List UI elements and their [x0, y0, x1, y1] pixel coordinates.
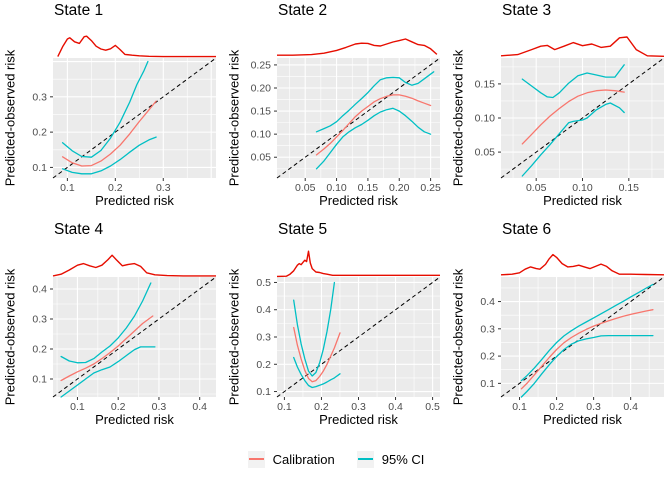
- plot-area: 0.1 0.1 0.2 0.2 0.3 0.3 0.4 0.4: [480, 253, 665, 413]
- svg-text:0.1: 0.1: [60, 182, 75, 194]
- x-axis-label: Predicted risk: [319, 193, 398, 208]
- svg-text:0.2: 0.2: [32, 344, 47, 356]
- svg-text:0.1: 0.1: [512, 401, 527, 413]
- svg-text:0.5: 0.5: [256, 277, 271, 289]
- svg-text:0.2: 0.2: [549, 401, 564, 413]
- svg-text:0.1: 0.1: [32, 374, 47, 386]
- svg-text:0.4: 0.4: [192, 401, 207, 413]
- panel-title: State 3: [502, 2, 552, 19]
- svg-text:0.4: 0.4: [388, 401, 403, 413]
- svg-text:0.05: 0.05: [526, 182, 547, 194]
- panel-state-5: State 5 Predicted-observed risk 0.1 0.1 0.…: [224, 219, 448, 438]
- svg-text:0.2: 0.2: [108, 182, 123, 194]
- plot-area: 0.05 0.05 0.10 0.10 0.15 0.15 0.20 0.20 0.25 0.25: [251, 38, 441, 194]
- plot-area: 0.05 0.05 0.10 0.10 0.15 0.15: [475, 36, 665, 194]
- plot-area: 0.1 0.1 0.2 0.2 0.3 0.3: [32, 35, 217, 194]
- panel-state-6: State 6 Predicted-observed risk 0.1 0.1 0.…: [448, 219, 672, 438]
- svg-text:0.3: 0.3: [156, 182, 171, 194]
- svg-text:0.10: 0.10: [475, 113, 496, 125]
- svg-text:0.2: 0.2: [32, 127, 47, 139]
- panel-state-2: State 2 Predicted-observed risk 0.05 0.05…: [224, 0, 448, 219]
- panel-title: State 4: [54, 221, 104, 238]
- svg-text:0.05: 0.05: [475, 147, 496, 159]
- svg-text:0.3: 0.3: [586, 401, 601, 413]
- panel-grid: State 1 Predicted-observed risk 0.1 0.1 0.…: [0, 0, 672, 438]
- svg-text:0.1: 0.1: [277, 401, 292, 413]
- svg-text:0.15: 0.15: [251, 106, 272, 118]
- panel-state-3: State 3 Predicted-observed risk 0.05 0.05…: [448, 0, 672, 219]
- svg-text:0.3: 0.3: [32, 314, 47, 326]
- x-axis-label: Predicted risk: [543, 412, 622, 427]
- svg-text:0.20: 0.20: [389, 182, 410, 194]
- svg-text:0.3: 0.3: [256, 332, 271, 344]
- legend-key-calibration: [247, 450, 265, 468]
- legend-label: 95% CI: [381, 451, 425, 467]
- svg-text:0.4: 0.4: [480, 296, 495, 308]
- legend-label: Calibration: [272, 451, 335, 467]
- svg-text:0.05: 0.05: [295, 182, 316, 194]
- ci-line-swatch: [357, 458, 373, 460]
- svg-text:0.2: 0.2: [314, 401, 329, 413]
- svg-text:0.5: 0.5: [425, 401, 440, 413]
- x-axis-label: Predicted risk: [95, 193, 174, 208]
- panel-title: State 2: [278, 2, 328, 19]
- svg-text:0.1: 0.1: [32, 162, 47, 174]
- x-axis-label: Predicted risk: [95, 412, 174, 427]
- legend-item-95ci: 95% CI: [356, 450, 425, 468]
- svg-text:0.4: 0.4: [623, 401, 638, 413]
- svg-text:0.3: 0.3: [32, 91, 47, 103]
- svg-text:0.1: 0.1: [480, 378, 495, 390]
- svg-text:0.20: 0.20: [251, 83, 272, 95]
- svg-text:0.2: 0.2: [111, 401, 126, 413]
- x-axis-label: Predicted risk: [543, 193, 622, 208]
- svg-text:0.25: 0.25: [420, 182, 441, 194]
- calibration-line-swatch: [248, 458, 264, 460]
- x-axis-label: Predicted risk: [319, 412, 398, 427]
- legend-key-95ci: [356, 450, 374, 468]
- panel-title: State 1: [54, 2, 104, 19]
- svg-text:0.2: 0.2: [256, 359, 271, 371]
- svg-text:0.25: 0.25: [251, 59, 272, 71]
- svg-text:0.3: 0.3: [351, 401, 366, 413]
- svg-text:0.10: 0.10: [251, 129, 272, 141]
- panel-state-4: State 4 Predicted-observed risk 0.1 0.1 0.…: [0, 219, 224, 438]
- svg-text:0.15: 0.15: [475, 78, 496, 90]
- svg-text:0.3: 0.3: [480, 323, 495, 335]
- svg-text:0.1: 0.1: [70, 401, 85, 413]
- svg-text:0.10: 0.10: [326, 182, 347, 194]
- panel-title: State 6: [502, 221, 552, 238]
- svg-text:0.1: 0.1: [256, 386, 271, 398]
- svg-text:0.4: 0.4: [32, 284, 47, 296]
- svg-text:0.2: 0.2: [480, 351, 495, 363]
- svg-text:0.15: 0.15: [619, 182, 640, 194]
- legend-item-calibration: Calibration: [247, 450, 335, 468]
- svg-text:0.15: 0.15: [358, 182, 379, 194]
- panel-title: State 5: [278, 221, 328, 238]
- svg-text:0.3: 0.3: [152, 401, 167, 413]
- legend: Calibration 95% CI: [0, 438, 672, 480]
- plot-area: 0.1 0.1 0.2 0.2 0.3 0.3 0.4 0.4 0.5 0.5: [256, 250, 441, 413]
- panel-state-1: State 1 Predicted-observed risk 0.1 0.1 0.…: [0, 0, 224, 219]
- svg-text:0.4: 0.4: [256, 304, 271, 316]
- plot-area: 0.1 0.1 0.2 0.2 0.3 0.3 0.4 0.4: [32, 254, 217, 413]
- svg-text:0.05: 0.05: [251, 152, 272, 164]
- svg-text:0.10: 0.10: [572, 182, 593, 194]
